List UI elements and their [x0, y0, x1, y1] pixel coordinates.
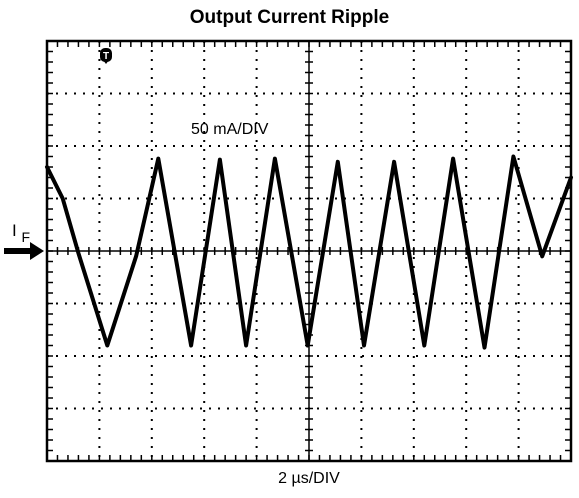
waveform-trace [45, 154, 573, 350]
svg-text:I F: I F [12, 221, 30, 245]
x-axis-label: 2 µs/DIV [278, 470, 340, 487]
vertical-scale-annotation: 50 mA/DIV [191, 121, 269, 138]
ground-marker-subscript: F [21, 229, 30, 245]
chart-title: Output Current Ripple [189, 7, 390, 28]
graticule [47, 41, 571, 461]
ground-reference-marker: I F [4, 221, 44, 260]
ground-marker-letter: I [12, 221, 17, 240]
trigger-marker: T [100, 48, 112, 64]
arrow-right-icon [4, 242, 44, 260]
trigger-marker-label: T [103, 51, 109, 62]
plot-frame [45, 39, 573, 463]
ripple-waveform-line [45, 154, 573, 350]
